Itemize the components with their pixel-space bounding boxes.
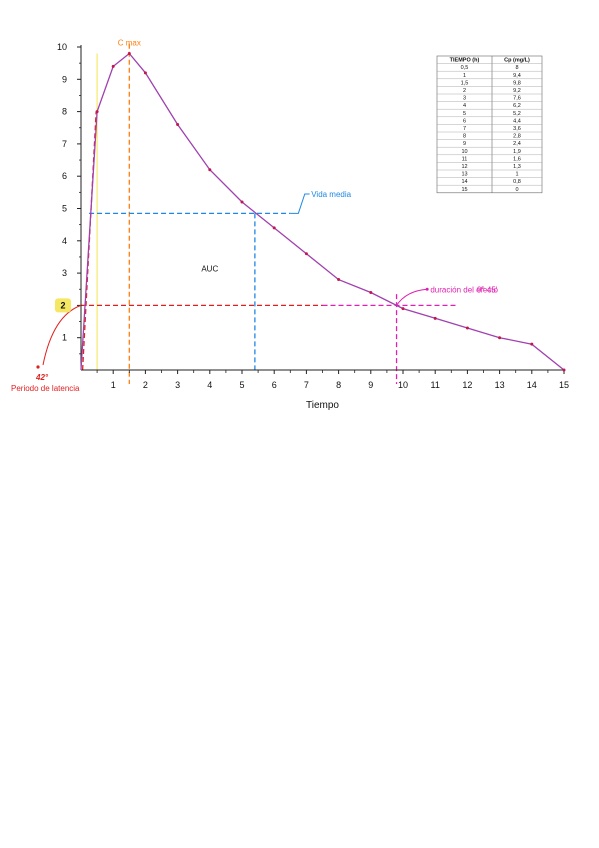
latency-value: 42° — [35, 373, 49, 382]
x-tick-label: 15 — [559, 380, 569, 390]
table-cell-time: 1 — [463, 73, 466, 79]
table-cell-time: 15 — [461, 187, 467, 193]
x-tick-label: 10 — [398, 380, 408, 390]
effect-duration-label: duración del efecto — [430, 285, 498, 294]
auc-label: AUC — [201, 264, 218, 273]
x-tick-label: 9 — [368, 380, 373, 390]
x-tick-label: 4 — [207, 380, 212, 390]
x-tick-label: 2 — [143, 380, 148, 390]
table-cell-time: 1,5 — [461, 80, 469, 86]
y-tick-label: 5 — [62, 204, 67, 214]
y-tick-label: 6 — [62, 171, 67, 181]
table-cell-time: 4 — [463, 103, 466, 109]
table-cell-time: 14 — [461, 179, 467, 185]
table-cell-cp: 1,3 — [513, 164, 521, 170]
y-tick-label: 3 — [62, 268, 67, 278]
mec-badge — [55, 298, 71, 313]
half-life-label: Vida media — [311, 190, 351, 199]
effect-duration-dot — [425, 287, 429, 291]
data-point — [465, 326, 469, 330]
data-point — [433, 316, 437, 320]
table-cell-cp: 0 — [515, 187, 518, 193]
table-cell-cp: 0,8 — [513, 179, 521, 185]
table-cell-time: 2 — [463, 88, 466, 94]
data-point — [401, 307, 405, 311]
mec-badge-label: 2 — [60, 300, 65, 310]
table-cell-cp: 6,2 — [513, 103, 521, 109]
data-table: TIEMPO (h) Cp (mg/L) 0,5 8 1 9,4 1,5 9,8 2 9,2 3 7,… — [436, 55, 543, 194]
x-tick-label: 7 — [304, 380, 309, 390]
y-tick-label: 8 — [62, 107, 67, 117]
data-point — [530, 342, 534, 346]
x-tick-label: 12 — [462, 380, 472, 390]
table-cell-time: 10 — [461, 149, 467, 155]
effect-duration-value: 9° 45' — [477, 285, 498, 294]
table-cell-time: 3 — [463, 96, 466, 102]
table-cell-cp: 1,6 — [513, 156, 521, 162]
table-cell-cp: 9,8 — [513, 80, 521, 86]
data-point — [304, 252, 308, 256]
data-point — [143, 71, 147, 75]
y-tick-label: 4 — [62, 236, 67, 246]
table-cell-cp: 4,4 — [513, 118, 521, 124]
table-cell-cp: 1 — [515, 172, 518, 178]
table-cell-time: 7 — [463, 126, 466, 132]
series-layer — [80, 51, 566, 372]
x-tick-label: 8 — [336, 380, 341, 390]
table-cell-time: 0,5 — [461, 65, 469, 71]
half-life-bracket — [290, 193, 310, 214]
table-cell-cp: 3,6 — [513, 126, 521, 132]
x-tick-label: 5 — [239, 380, 244, 390]
cmax-label: C max — [118, 38, 141, 47]
data-point — [240, 200, 244, 204]
series-line — [80, 52, 565, 371]
x-tick-label: 6 — [272, 380, 277, 390]
data-point — [272, 226, 276, 230]
x-tick-label: 3 — [175, 380, 180, 390]
data-point — [337, 278, 341, 282]
table-cell-cp: 1,9 — [513, 149, 521, 155]
data-point — [369, 290, 373, 294]
data-point — [562, 368, 566, 372]
y-tick-label: 1 — [62, 333, 67, 343]
y-tick-label: 7 — [62, 139, 67, 149]
table-cell-cp: 2,4 — [513, 141, 521, 147]
data-point — [498, 336, 502, 340]
reference-lines — [81, 43, 458, 384]
data-point — [95, 110, 99, 114]
table-cell-cp: 2,8 — [513, 134, 521, 140]
x-tick-label: 14 — [527, 380, 537, 390]
data-point — [208, 168, 212, 172]
table-cell-time: 5 — [463, 111, 466, 117]
latency-dot — [36, 365, 40, 369]
x-tick-label: 11 — [431, 380, 440, 390]
effect-duration-arrow — [396, 288, 428, 306]
y-tick-label: 9 — [62, 74, 67, 84]
table-cell-cp: 5,2 — [513, 111, 521, 117]
y-tick-label: 10 — [57, 42, 67, 52]
table-cell-time: 13 — [461, 172, 467, 178]
latency-label: Periodo de latencia — [11, 384, 80, 393]
table-cell-cp: 9,4 — [513, 73, 521, 79]
table-cell-time: 12 — [461, 164, 467, 170]
table-cell-time: 9 — [463, 141, 466, 147]
x-axis-title: Tiempo — [306, 400, 339, 411]
table-cell-cp: 9,2 — [513, 88, 521, 94]
data-point — [111, 64, 115, 68]
data-point — [176, 123, 180, 127]
x-tick-label: 1 — [111, 380, 116, 390]
x-tick-label: 13 — [495, 380, 505, 390]
data-point — [127, 51, 131, 55]
table-cell-cp: 8 — [515, 65, 518, 71]
latency-arrow — [42, 304, 82, 366]
table-cell-cp: 7,6 — [513, 96, 521, 102]
table-cell-time: 6 — [463, 118, 466, 124]
table-header-time: TIEMPO (h) — [450, 58, 480, 64]
table-header-cp: Cp (mg/L) — [504, 58, 530, 64]
table-cell-time: 11 — [462, 156, 468, 162]
table-cell-time: 8 — [463, 134, 466, 140]
